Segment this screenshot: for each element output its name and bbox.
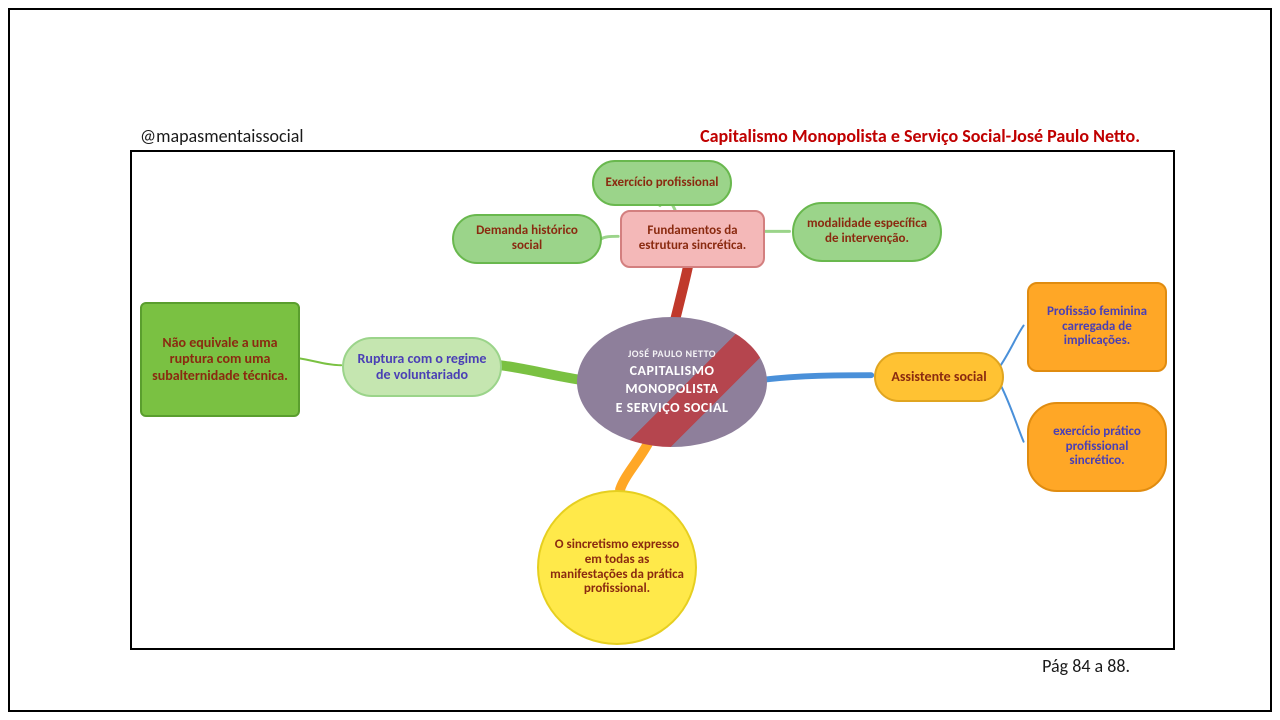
center-line2: MONOPOLISTA [625,380,718,398]
mindmap-node-n2: Demanda histórico social [452,214,602,264]
mindmap-node-n10: O sincretismo expresso em todas as manif… [537,490,697,645]
footer-page-ref: Pág 84 a 88. [1042,655,1130,677]
center-line3: E SERVIÇO SOCIAL [616,399,729,417]
outer-frame: @mapasmentaissocial Capitalismo Monopoli… [8,8,1272,712]
center-line1: CAPITALISMO [630,362,715,380]
mindmap-frame: Exercício profissional Demanda histórico … [130,150,1175,650]
center-author: JOSÉ PAULO NETTO [628,347,716,360]
mindmap-node-n8: Profissão feminina carregada de implicaç… [1027,282,1167,372]
mindmap-node-n3: Fundamentos da estrutura sincrética. [620,210,765,268]
mindmap-node-n6: Ruptura com o regime de voluntariado [342,337,502,397]
edge [501,365,583,380]
edge [1001,326,1024,366]
page-title: Capitalismo Monopolista e Serviço Social… [700,125,1140,147]
mindmap-node-n7: Assistente social [874,352,1004,402]
edge [675,267,688,321]
edge [1001,385,1024,442]
center-node: JOSÉ PAULO NETTO CAPITALISMO MONOPOLISTA… [577,317,767,447]
edge [299,358,341,365]
edge [760,375,872,380]
edge [600,236,618,239]
mindmap-node-n9: exercício prático profissional sincrétic… [1027,402,1167,492]
mindmap-node-n5: Não equivale a uma ruptura com uma subal… [140,302,300,417]
edge [620,440,650,490]
mindmap-node-n4: modalidade específica de intervenção. [792,202,942,262]
mindmap-node-n1: Exercício profissional [592,160,732,206]
handle-text: @mapasmentaissocial [140,125,303,147]
